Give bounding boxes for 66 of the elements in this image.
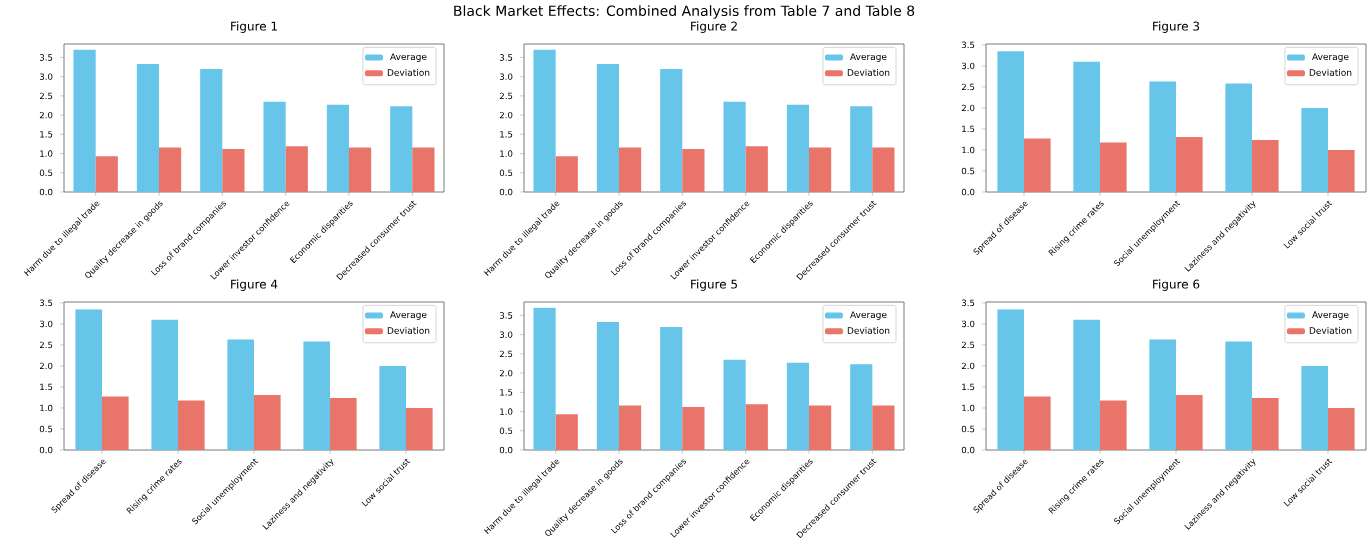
bar — [1149, 81, 1176, 193]
bar — [723, 101, 746, 192]
bar — [406, 407, 433, 451]
bar — [390, 106, 413, 192]
bar — [254, 394, 281, 451]
bar — [136, 64, 160, 192]
bar — [1024, 396, 1051, 451]
bar — [809, 405, 832, 450]
bar — [682, 406, 705, 450]
bar — [326, 104, 350, 192]
bar — [1024, 138, 1051, 193]
bar — [533, 307, 556, 450]
bar — [222, 148, 245, 192]
bar — [1252, 397, 1279, 451]
bar — [850, 106, 873, 192]
bar — [1301, 365, 1328, 451]
bar — [412, 147, 435, 192]
bar — [102, 396, 129, 451]
bar — [1149, 339, 1176, 451]
bar — [1100, 400, 1127, 451]
bar — [619, 147, 642, 192]
bar — [330, 397, 357, 451]
bar — [1073, 319, 1101, 451]
bar — [596, 322, 620, 450]
bar — [285, 146, 308, 192]
bar — [786, 104, 810, 192]
bar — [303, 341, 331, 451]
bar — [1073, 61, 1101, 193]
bar — [1176, 394, 1203, 451]
bar — [200, 69, 223, 192]
bar — [872, 405, 895, 450]
bar — [1301, 107, 1328, 193]
bar — [349, 147, 372, 192]
bar — [555, 414, 578, 450]
bar — [596, 64, 620, 192]
bar — [1176, 136, 1203, 193]
bar — [1100, 142, 1127, 193]
bar — [1252, 139, 1279, 193]
bar — [75, 309, 103, 451]
bar — [151, 319, 179, 451]
bar — [660, 327, 683, 450]
bar — [997, 51, 1025, 193]
bar — [95, 156, 118, 192]
bar — [872, 147, 895, 192]
bar — [1225, 341, 1252, 451]
bar — [178, 400, 205, 451]
bar — [682, 148, 705, 192]
bar — [227, 339, 254, 451]
bar — [159, 147, 182, 192]
bar — [660, 69, 683, 192]
bar — [1225, 83, 1252, 193]
bar — [786, 362, 810, 450]
bar — [745, 146, 768, 192]
bar — [1328, 149, 1355, 193]
bar — [1328, 407, 1355, 451]
bar — [555, 156, 578, 192]
bar — [73, 49, 96, 192]
bar — [745, 404, 768, 450]
bar — [533, 49, 556, 192]
bar — [809, 147, 832, 192]
bar — [723, 359, 746, 450]
bar — [850, 364, 873, 450]
bar — [619, 405, 642, 450]
bar — [379, 365, 406, 451]
bar — [997, 309, 1025, 451]
bar — [263, 101, 286, 192]
